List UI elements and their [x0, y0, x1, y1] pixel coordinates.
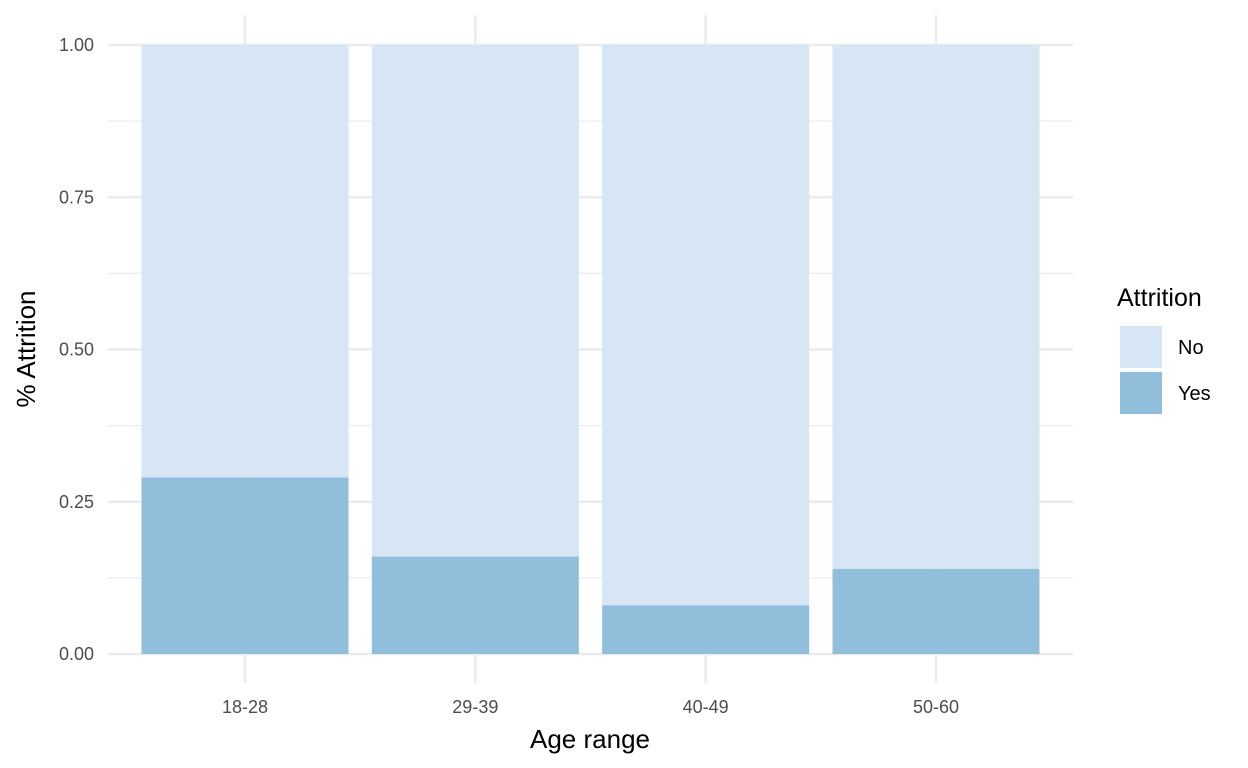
y-tick-label: 0.75 [59, 187, 94, 207]
bar-yes-29-39 [371, 556, 579, 654]
legend-label-no: No [1178, 337, 1204, 359]
legend-swatch-yes [1120, 372, 1162, 414]
x-axis-ticks: 18-28 29-39 40-49 50-60 [222, 697, 959, 717]
bars [141, 45, 1040, 654]
bar-no-18-28 [141, 45, 349, 478]
y-tick-label: 0.50 [59, 340, 94, 360]
x-tick-label: 40-49 [683, 697, 729, 717]
legend-label-yes: Yes [1178, 383, 1211, 405]
bar-no-50-60 [832, 45, 1040, 569]
legend: Attrition No Yes [1117, 284, 1211, 414]
legend-swatch-no [1120, 326, 1162, 368]
y-tick-label: 0.00 [59, 644, 94, 664]
bar-yes-50-60 [832, 568, 1040, 654]
bar-yes-18-28 [141, 477, 349, 654]
bar-no-29-39 [371, 45, 579, 557]
x-tick-label: 29-39 [452, 697, 498, 717]
bar-yes-40-49 [602, 605, 810, 654]
y-axis-title: % Attrition [11, 290, 41, 407]
bar-no-40-49 [602, 45, 810, 606]
y-tick-label: 1.00 [59, 35, 94, 55]
x-tick-label: 50-60 [913, 697, 959, 717]
y-axis-ticks: 0.00 0.25 0.50 0.75 1.00 [59, 35, 94, 664]
legend-title: Attrition [1117, 284, 1202, 312]
x-tick-label: 18-28 [222, 697, 268, 717]
x-axis-title: Age range [530, 724, 650, 754]
y-tick-label: 0.25 [59, 492, 94, 512]
